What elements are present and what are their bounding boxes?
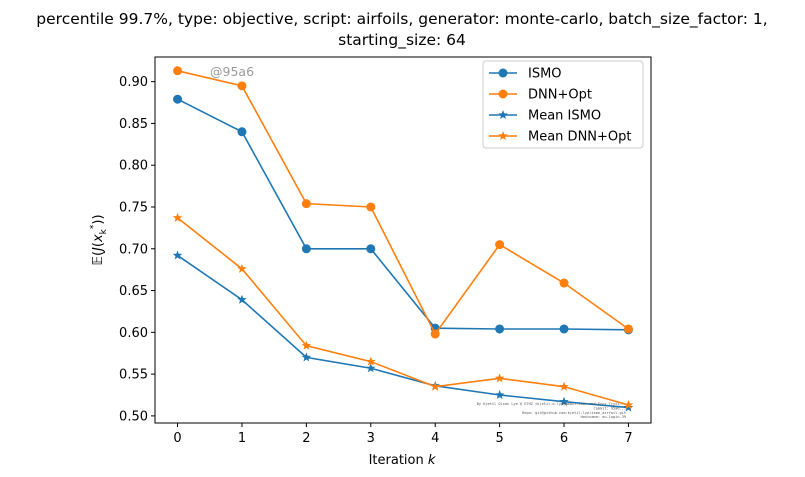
data-point	[366, 244, 376, 254]
data-point	[494, 390, 505, 400]
legend-label: DNN+Opt	[528, 88, 592, 103]
data-point	[172, 212, 183, 222]
watermark-text: @95a6	[210, 64, 254, 79]
footnote-text: By Kjetil Olsen Lye @ ETHZ <kjetil.o.lye…	[477, 402, 626, 419]
x-tick-label: 1	[238, 431, 246, 446]
series-mean-dnn-opt	[172, 212, 634, 410]
data-point	[237, 81, 247, 91]
y-tick-label: 0.50	[119, 409, 148, 424]
legend-marker	[498, 89, 508, 99]
y-tick-label: 0.85	[119, 117, 148, 132]
x-tick-label: 5	[495, 431, 503, 446]
data-point	[494, 373, 505, 383]
y-tick-label: 0.75	[119, 200, 148, 215]
legend-item: Mean DNN+Opt	[489, 130, 632, 145]
legend-marker	[498, 131, 508, 141]
series-line	[177, 254, 629, 409]
y-tick-label: 0.70	[119, 242, 148, 257]
data-point	[366, 356, 376, 366]
footnote-line: Repo: git@github.com:kjetil-lye/ismo_air…	[522, 411, 626, 415]
x-tick-label: 4	[431, 431, 439, 446]
series-layer	[172, 66, 634, 412]
y-tick-label: 0.90	[119, 75, 148, 90]
legend-item: ISMO	[489, 67, 562, 82]
chart-title: percentile 99.7%, type: objective, scrip…	[36, 10, 767, 50]
data-point	[623, 324, 633, 334]
data-point	[301, 352, 312, 362]
title-line-2: starting_size: 64	[338, 31, 466, 50]
legend-item: Mean ISMO	[489, 109, 601, 124]
plot-frame	[154, 56, 652, 424]
legend-marker	[498, 110, 508, 120]
data-point	[559, 324, 569, 334]
x-axis-label: Iteration k	[369, 453, 436, 468]
data-point	[559, 396, 569, 406]
data-point	[495, 324, 505, 334]
legend-item: DNN+Opt	[489, 88, 592, 103]
series-line	[177, 70, 629, 336]
footnote-line: Hostname: eu-login-39	[581, 415, 626, 419]
y-tick-label: 0.55	[119, 368, 148, 383]
data-point	[559, 278, 569, 288]
title-line-1: percentile 99.7%, type: objective, scrip…	[36, 10, 767, 29]
y-tick-label: 0.65	[119, 284, 148, 299]
legend: ISMO DNN+Opt Mean ISMO Mean DNN+Opt	[482, 60, 644, 149]
data-point	[173, 66, 183, 76]
legend-box	[482, 60, 644, 149]
data-point	[430, 329, 440, 339]
data-point	[237, 294, 247, 304]
y-tick-label: 0.80	[119, 159, 148, 174]
footnote-line: By Kjetil Olsen Lye @ ETHZ <kjetil.o.lye…	[477, 402, 626, 406]
x-tick-label: 3	[367, 431, 375, 446]
data-point	[495, 240, 505, 250]
y-axis-ticks: 0.50 0.55 0.60 0.65 0.70 0.75 0.80 0.85 0.90	[119, 75, 155, 424]
y-axis-label: 𝔼(J(xk*))	[89, 214, 109, 265]
x-tick-label: 2	[302, 431, 310, 446]
data-point	[173, 94, 183, 104]
series-line	[177, 98, 629, 331]
legend-label: Mean DNN+Opt	[528, 130, 632, 145]
data-point	[301, 340, 312, 350]
data-point	[366, 363, 376, 373]
x-tick-label: 6	[560, 431, 568, 446]
data-point	[430, 381, 440, 391]
data-point	[237, 127, 247, 137]
legend-marker	[498, 68, 508, 78]
y-tick-label: 0.60	[119, 326, 148, 341]
data-point	[623, 400, 634, 410]
data-point	[301, 199, 311, 209]
data-point	[301, 244, 311, 254]
x-tick-label: 7	[624, 431, 632, 446]
data-point	[366, 202, 376, 212]
x-axis-ticks: 0 1 2 3 4 5 6 7	[173, 423, 633, 446]
data-point	[559, 381, 569, 391]
data-point	[237, 263, 247, 273]
legend-label: Mean ISMO	[528, 109, 601, 124]
x-tick-label: 0	[173, 431, 181, 446]
series-dnn-opt	[173, 66, 633, 339]
legend-label: ISMO	[528, 67, 562, 82]
data-point	[172, 250, 183, 260]
series-line	[177, 217, 629, 406]
footnote-line: Commit: 95a6...	[594, 406, 626, 410]
